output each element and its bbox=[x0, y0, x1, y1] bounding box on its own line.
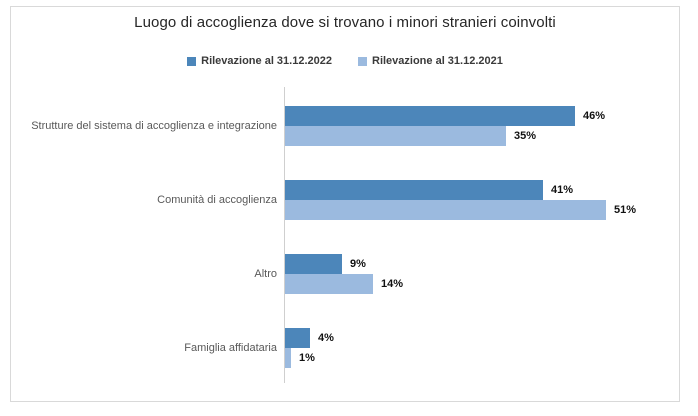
category-label: Famiglia affidataria bbox=[184, 342, 277, 354]
data-label: 1% bbox=[299, 352, 315, 364]
legend-label: Rilevazione al 31.12.2022 bbox=[201, 55, 332, 67]
data-label: 35% bbox=[514, 130, 537, 142]
data-label: 46% bbox=[583, 110, 606, 122]
category-axis-line bbox=[284, 87, 285, 383]
data-label: 9% bbox=[350, 258, 366, 270]
legend-label: Rilevazione al 31.12.2021 bbox=[372, 55, 503, 67]
legend-item-0: Rilevazione al 31.12.2022 bbox=[187, 55, 332, 67]
chart-title: Luogo di accoglienza dove si trovano i m… bbox=[134, 14, 556, 31]
data-label: 14% bbox=[381, 278, 404, 290]
bar-series1-cat0 bbox=[285, 126, 506, 146]
category-label: Comunità di accoglienza bbox=[157, 194, 277, 206]
bar-series1-cat1 bbox=[285, 200, 606, 220]
category-label: Altro bbox=[254, 268, 277, 280]
bar-series0-cat0 bbox=[285, 106, 575, 126]
data-label: 51% bbox=[614, 204, 637, 216]
category-label: Strutture del sistema di accoglienza e i… bbox=[31, 120, 277, 132]
bar-series0-cat3 bbox=[285, 328, 310, 348]
legend-swatch-icon bbox=[187, 56, 197, 66]
data-label: 4% bbox=[318, 332, 334, 344]
legend-swatch-icon bbox=[358, 56, 367, 66]
chart-legend: Rilevazione al 31.12.2022 Rilevazione al … bbox=[10, 55, 680, 67]
legend-item-1: Rilevazione al 31.12.2021 bbox=[358, 55, 503, 67]
bar-series0-cat1 bbox=[285, 180, 543, 200]
data-label: 41% bbox=[551, 184, 574, 196]
bar-series1-cat2 bbox=[285, 274, 373, 294]
bar-series1-cat3 bbox=[285, 348, 291, 368]
bar-series0-cat2 bbox=[285, 254, 342, 274]
